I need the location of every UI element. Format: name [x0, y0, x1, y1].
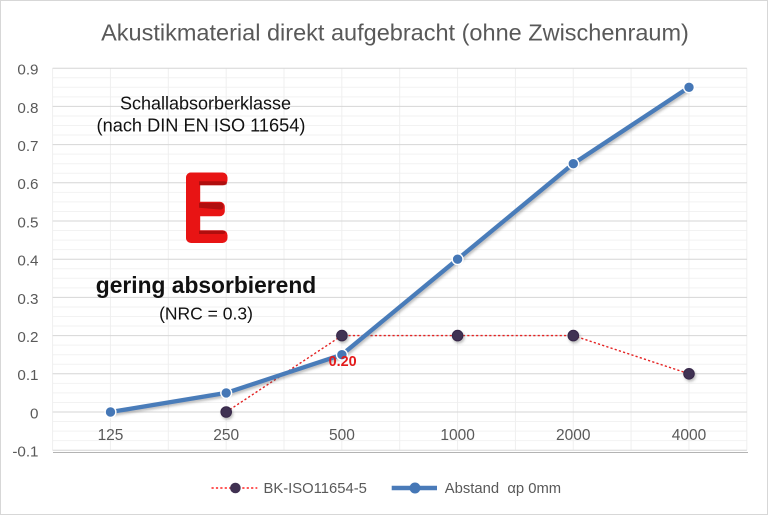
- svg-text:gering absorbierend: gering absorbierend: [96, 272, 316, 298]
- svg-text:(nach DIN EN ISO 11654): (nach DIN EN ISO 11654): [97, 116, 306, 136]
- svg-text:0.20: 0.20: [329, 354, 357, 370]
- svg-text:0.2: 0.2: [17, 329, 38, 346]
- svg-text:Akustikmaterial direkt aufgebr: Akustikmaterial direkt aufgebracht (ohne…: [101, 20, 689, 46]
- svg-text:2000: 2000: [556, 427, 591, 444]
- svg-text:0.1: 0.1: [17, 367, 38, 384]
- svg-text:1000: 1000: [440, 427, 475, 444]
- svg-text:0.3: 0.3: [17, 291, 38, 308]
- svg-text:-0.1: -0.1: [12, 444, 38, 461]
- svg-text:Abstand αp 0mm: Abstand αp 0mm: [445, 481, 561, 497]
- svg-text:0.5: 0.5: [17, 214, 38, 231]
- svg-text:500: 500: [329, 427, 355, 444]
- svg-text:0.8: 0.8: [17, 100, 38, 117]
- svg-text:0.7: 0.7: [17, 138, 38, 155]
- svg-text:0.9: 0.9: [17, 62, 38, 79]
- svg-text:(NRC = 0.3): (NRC = 0.3): [159, 304, 253, 324]
- svg-text:0.4: 0.4: [17, 253, 38, 270]
- svg-text:Schallabsorberklasse: Schallabsorberklasse: [120, 94, 291, 114]
- svg-text:125: 125: [98, 427, 124, 444]
- svg-text:4000: 4000: [672, 427, 707, 444]
- svg-text:BK-ISO11654-5: BK-ISO11654-5: [264, 481, 367, 497]
- svg-text:250: 250: [213, 427, 239, 444]
- svg-text:0.6: 0.6: [17, 176, 38, 193]
- svg-text:0: 0: [30, 405, 38, 422]
